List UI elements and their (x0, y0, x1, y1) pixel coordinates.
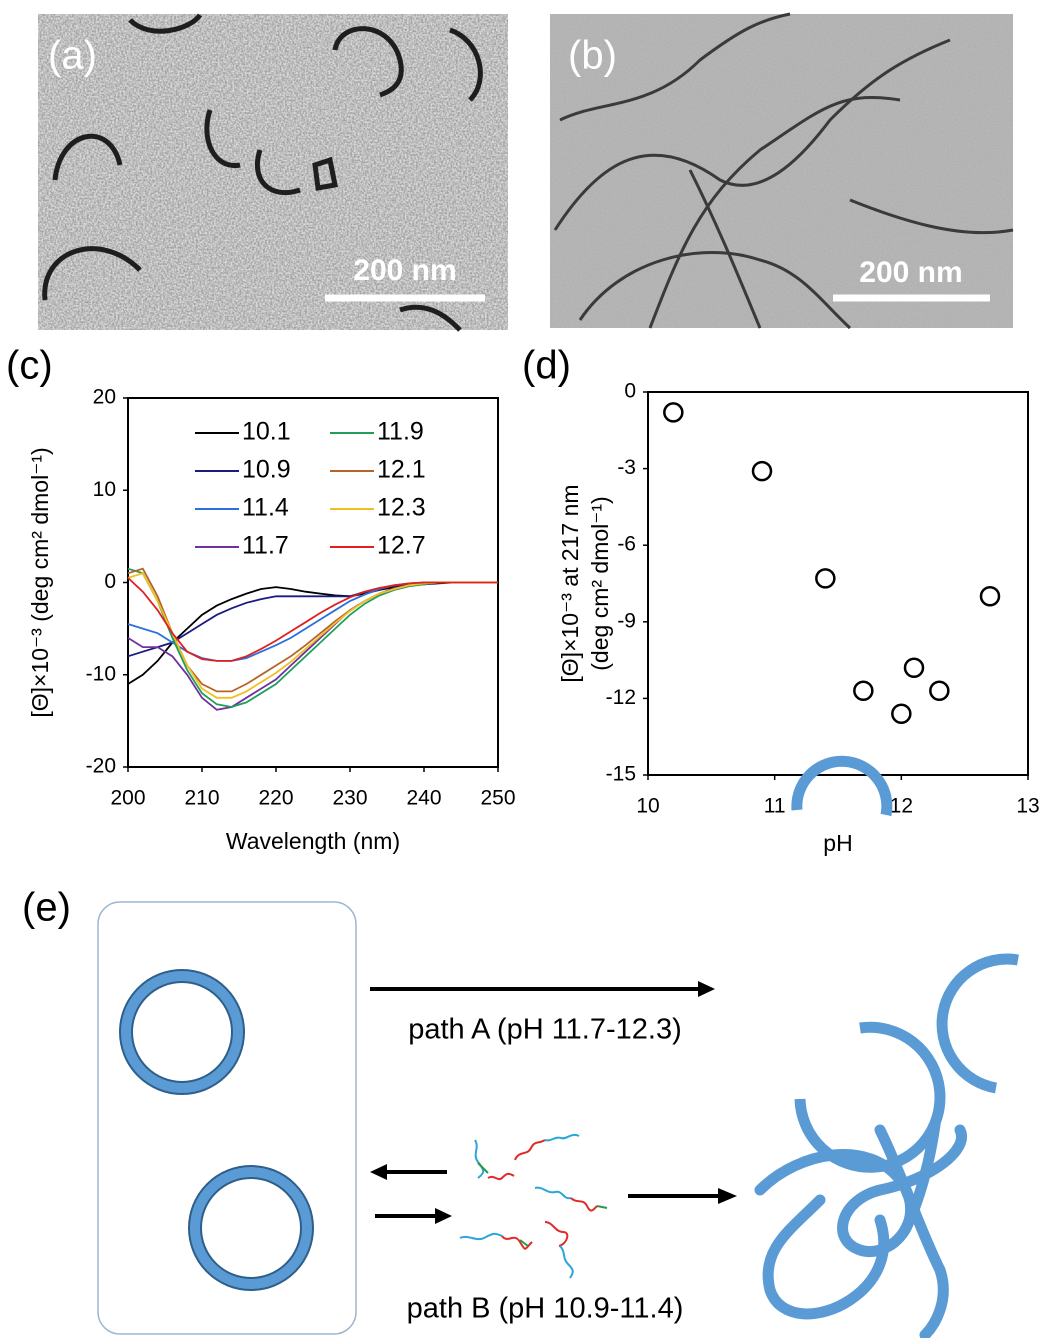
y-axis-label: (deg cm² dmol⁻¹) (587, 496, 613, 670)
point (892, 705, 910, 723)
y-tick-label: 10 (93, 478, 116, 501)
panel-label: (e) (22, 886, 71, 930)
y-tick-label: 0 (104, 570, 116, 593)
y-tick-label: -15 (606, 763, 636, 786)
panel-label: (c) (6, 344, 53, 388)
y-axis-label: [Θ]×10⁻³ (deg cm² dmol⁻¹) (27, 447, 53, 717)
micrograph-a: 200 nm (a) (38, 14, 508, 330)
series-line (128, 569, 498, 692)
x-tick-label: 10 (636, 795, 659, 818)
y-axis-label: [Θ]×10⁻³ at 217 nm (557, 484, 583, 682)
scale-bar-label: 200 nm (353, 254, 456, 287)
y-tick-label: -9 (617, 609, 636, 632)
schematic: (e) path A (pH 11.7-12.3) path B (pH 10.… (22, 761, 1018, 1335)
point (854, 682, 872, 700)
point (753, 462, 771, 480)
legend-label: 10.1 (242, 418, 291, 446)
figure: 200 nm (a) 200 nm (b) (c) (d) -20 -10 0 10 2… (0, 0, 1043, 1338)
y-tick-label: -20 (86, 755, 116, 778)
point (816, 569, 834, 587)
y-tick-label: -10 (86, 662, 116, 685)
panel-label: (b) (568, 34, 617, 78)
panel-label: (a) (48, 34, 97, 78)
legend-label: 12.1 (377, 456, 426, 484)
x-tick-label: 13 (1016, 795, 1039, 818)
legend-label: 10.9 (242, 456, 291, 484)
y-tick-label: 20 (93, 386, 116, 409)
x-axis-label: pH (823, 830, 852, 856)
y-tick-label: -3 (617, 456, 636, 479)
charts: -20 -10 0 10 20 200 210 220 230 240 250 Wavelength … (27, 380, 1040, 857)
x-tick-label: 240 (406, 787, 441, 810)
x-tick-label: 12 (890, 795, 913, 818)
legend-label: 12.3 (377, 494, 426, 522)
y-tick-label: -6 (617, 533, 636, 556)
x-tick-label: 200 (110, 787, 145, 810)
x-tick-label: 11 (764, 795, 786, 818)
legend-label: 11.4 (242, 494, 289, 522)
path-label: path A (pH 11.7-12.3) (408, 1014, 682, 1046)
y-tick-label: 0 (624, 380, 636, 403)
legend-label: 11.9 (377, 418, 424, 446)
series-line (128, 569, 498, 707)
panel-label: (d) (522, 344, 571, 388)
y-tick-label: -12 (606, 686, 636, 709)
point (905, 659, 923, 677)
point (930, 682, 948, 700)
x-axis-label: Wavelength (nm) (226, 828, 400, 854)
micrograph-b: 200 nm (b) (550, 14, 1013, 328)
x-tick-label: 210 (184, 787, 219, 810)
path-label: path B (pH 10.9-11.4) (407, 1293, 684, 1325)
legend-label: 11.7 (242, 532, 289, 560)
x-tick-label: 220 (258, 787, 293, 810)
x-tick-label: 230 (332, 787, 367, 810)
point (981, 587, 999, 605)
legend-label: 12.7 (377, 532, 426, 560)
x-tick-label: 250 (480, 787, 515, 810)
point (664, 403, 682, 421)
plot-frame (648, 392, 1028, 775)
scale-bar-label: 200 nm (859, 256, 962, 289)
